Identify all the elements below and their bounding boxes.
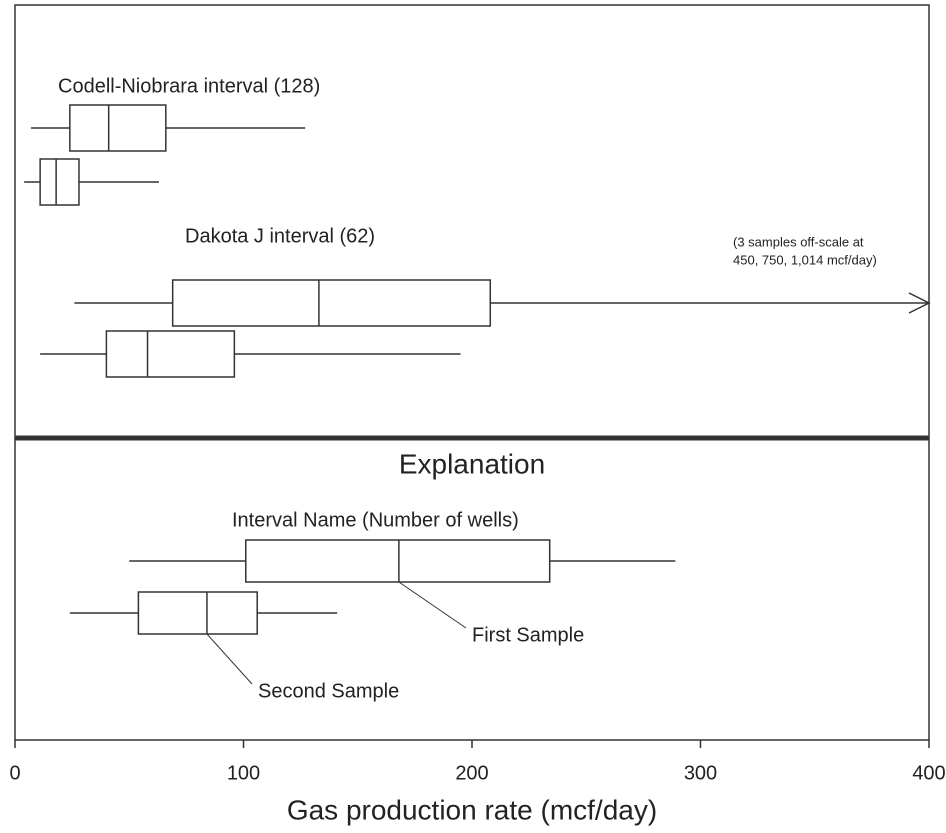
box	[245, 539, 551, 583]
box	[69, 104, 167, 152]
box	[105, 330, 236, 378]
off-scale-arrow	[908, 292, 931, 314]
explanation-label: Interval Name (Number of wells)	[232, 509, 519, 531]
box	[137, 591, 258, 635]
explanation-title: Explanation	[399, 448, 545, 479]
x-tick-label: 200	[455, 762, 488, 784]
x-tick-label: 0	[9, 762, 20, 784]
group-label: Codell-Niobrara interval (128)	[58, 75, 320, 97]
note-line: 450, 750, 1,014 mcf/day)	[733, 252, 877, 267]
sample-label: First Sample	[472, 624, 584, 646]
leader-line	[206, 633, 253, 685]
x-tick-label: 100	[227, 762, 260, 784]
leader-line	[398, 581, 467, 629]
box	[171, 279, 492, 327]
sample-label: Second Sample	[258, 680, 399, 702]
x-tick-label: 400	[912, 762, 945, 784]
group-label: Dakota J interval (62)	[185, 225, 375, 247]
plot-area	[24, 127, 929, 614]
box	[39, 158, 80, 206]
x-tick-label: 300	[684, 762, 717, 784]
note-line: (3 samples off-scale at	[733, 234, 864, 249]
x-axis-title: Gas production rate (mcf/day)	[287, 794, 657, 825]
